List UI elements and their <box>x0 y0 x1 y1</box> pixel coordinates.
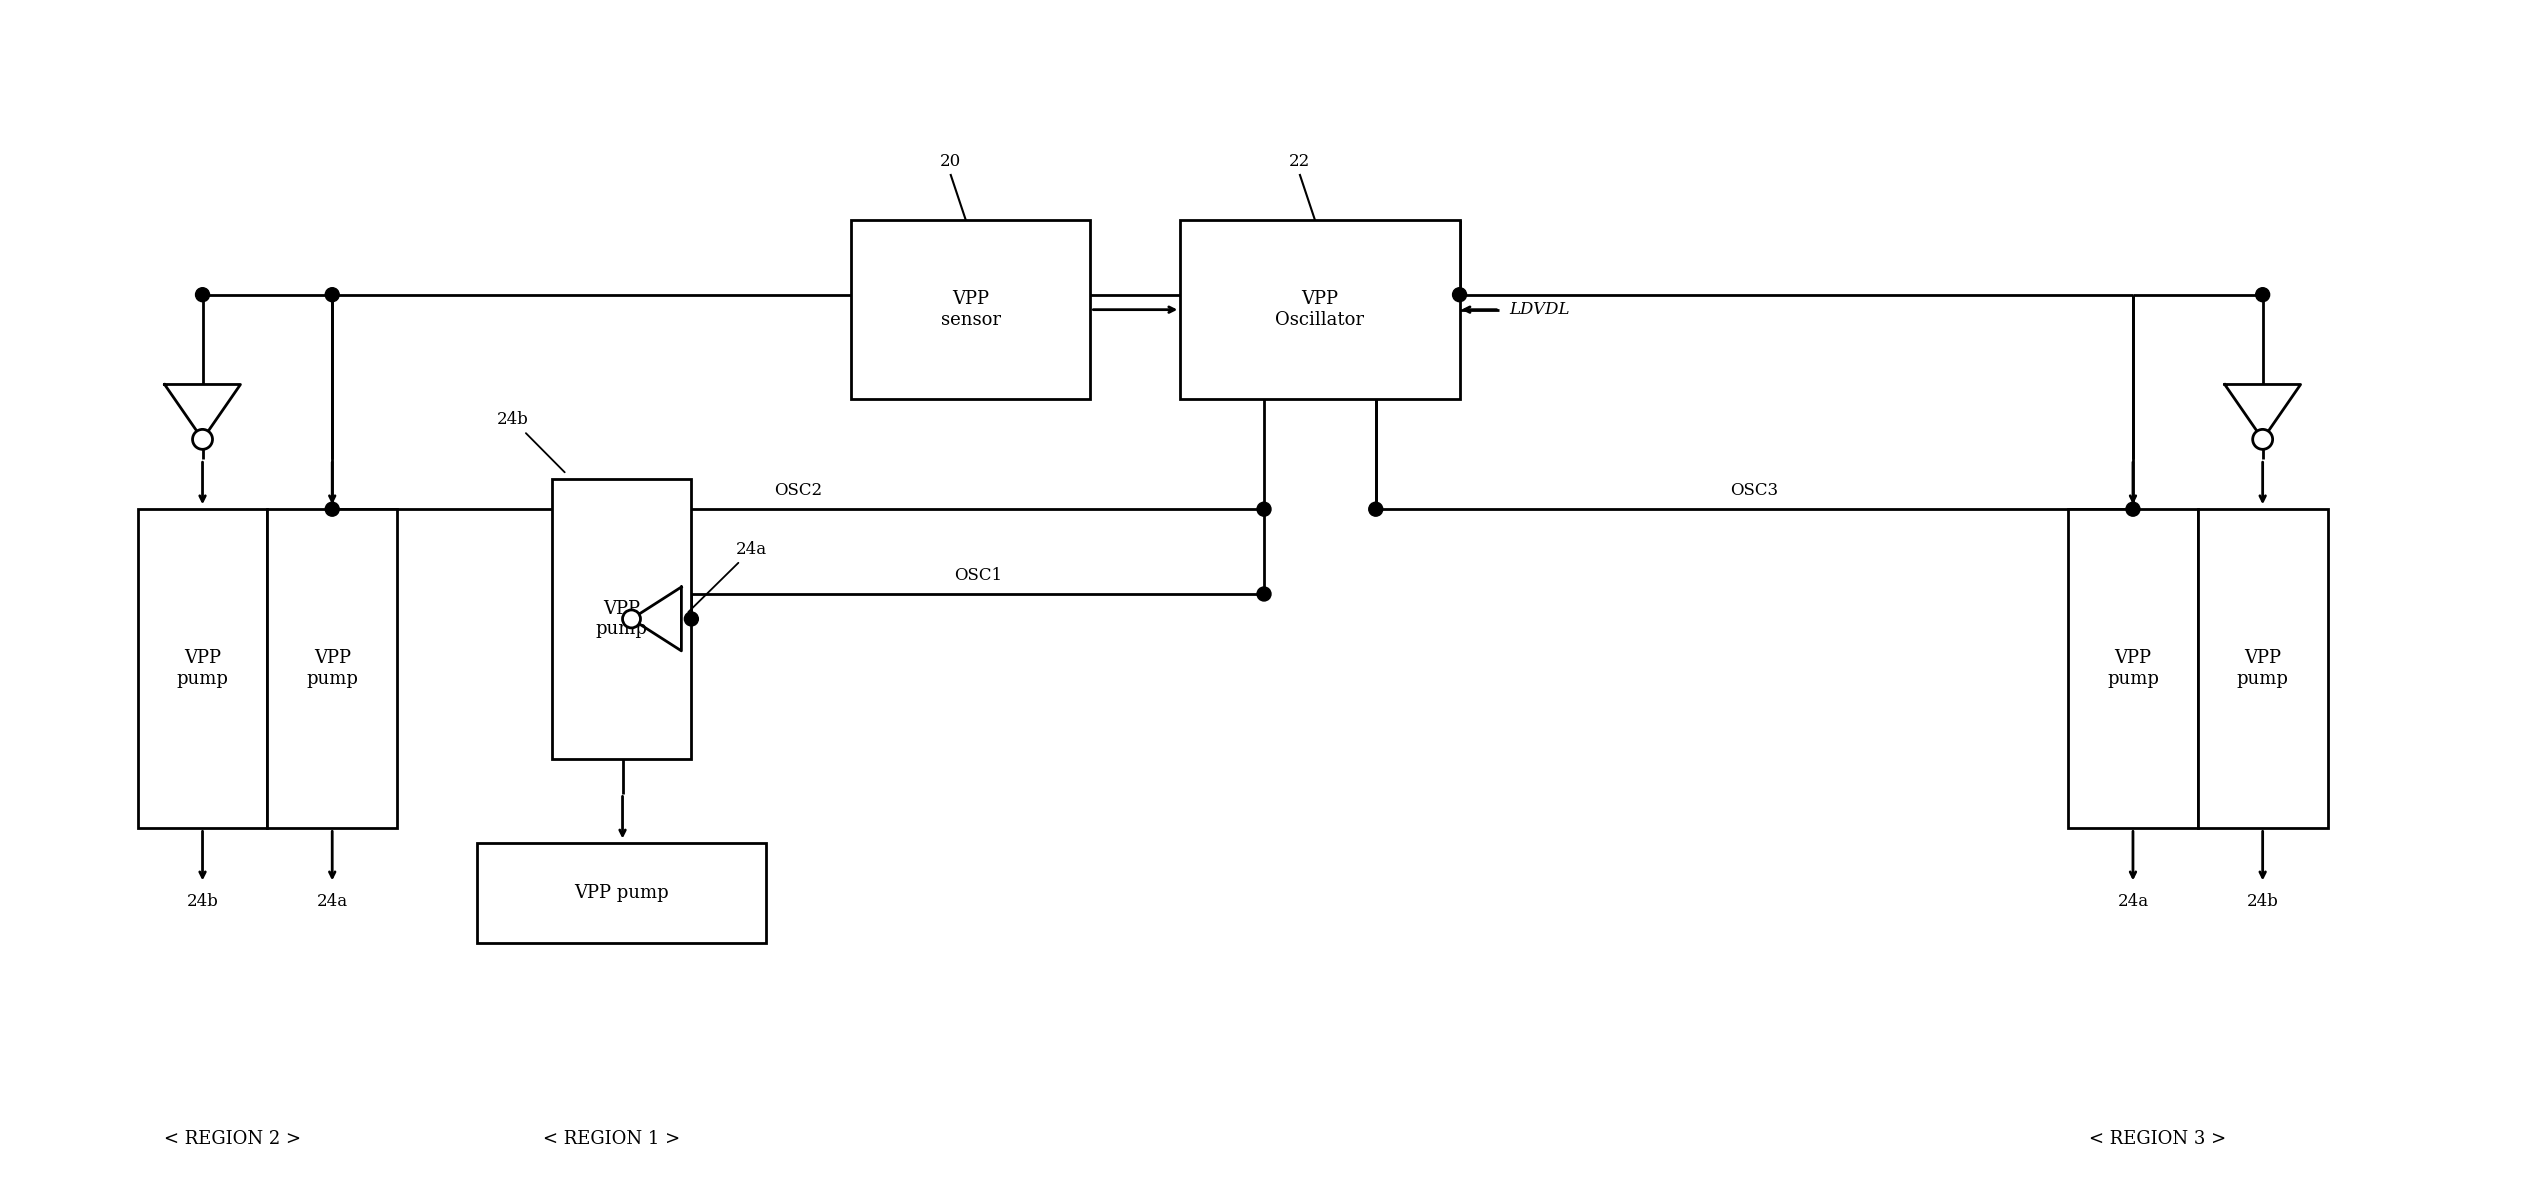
Text: 24b: 24b <box>496 411 565 473</box>
Circle shape <box>2126 502 2141 516</box>
Bar <box>552 479 692 758</box>
Text: LDVDL: LDVDL <box>1511 301 1569 318</box>
Text: < REGION 2 >: < REGION 2 > <box>163 1129 300 1147</box>
Text: VPP
pump: VPP pump <box>305 650 359 689</box>
Text: OSC2: OSC2 <box>773 482 821 499</box>
Bar <box>137 509 267 829</box>
Text: 24a: 24a <box>318 894 348 910</box>
Circle shape <box>2253 429 2273 449</box>
Text: 22: 22 <box>1289 153 1310 170</box>
Text: VPP
pump: VPP pump <box>175 650 229 689</box>
Circle shape <box>326 288 338 302</box>
Circle shape <box>196 288 209 302</box>
Text: VPP pump: VPP pump <box>575 884 669 902</box>
Text: OSC3: OSC3 <box>1729 482 1778 499</box>
Circle shape <box>1452 288 1467 302</box>
Circle shape <box>684 612 699 626</box>
Text: VPP
pump: VPP pump <box>595 600 648 638</box>
Text: 20: 20 <box>941 153 961 170</box>
Text: VPP
sensor: VPP sensor <box>941 290 1002 329</box>
Circle shape <box>1256 502 1272 516</box>
Text: 24b: 24b <box>2245 894 2279 910</box>
Text: OSC1: OSC1 <box>954 567 1002 584</box>
Bar <box>2197 509 2327 829</box>
Text: < REGION 1 >: < REGION 1 > <box>544 1129 679 1147</box>
Text: 24a: 24a <box>2118 894 2149 910</box>
Bar <box>267 509 397 829</box>
Circle shape <box>1256 587 1272 601</box>
Text: < REGION 3 >: < REGION 3 > <box>2090 1129 2228 1147</box>
Circle shape <box>193 429 214 449</box>
Text: 24a: 24a <box>689 541 768 612</box>
Bar <box>2067 509 2197 829</box>
Bar <box>852 219 1091 400</box>
Text: VPP
Oscillator: VPP Oscillator <box>1277 290 1366 329</box>
Circle shape <box>326 502 338 516</box>
Text: VPP
pump: VPP pump <box>2108 650 2159 689</box>
Circle shape <box>1368 502 1383 516</box>
Bar <box>478 843 765 943</box>
Circle shape <box>623 610 641 628</box>
Text: 24b: 24b <box>186 894 219 910</box>
Text: VPP
pump: VPP pump <box>2238 650 2289 689</box>
Bar <box>1180 219 1460 400</box>
Circle shape <box>2256 288 2271 302</box>
